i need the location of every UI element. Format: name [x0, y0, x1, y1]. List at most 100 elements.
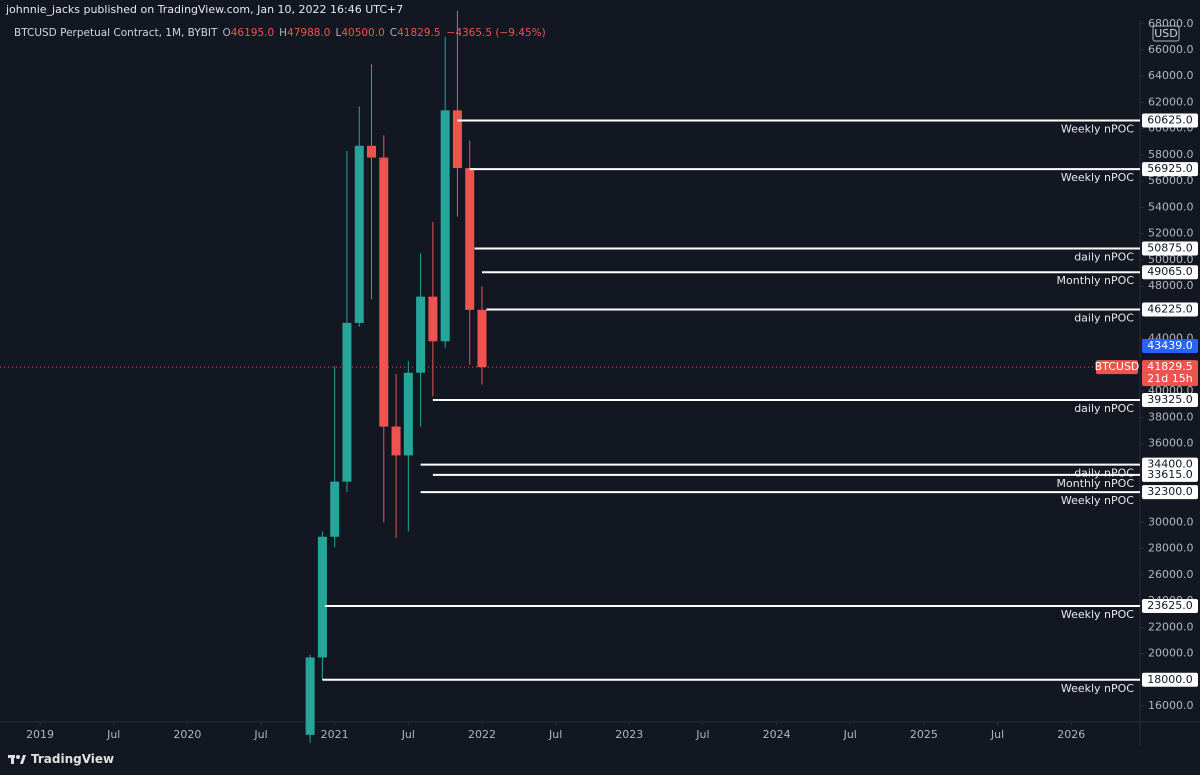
level-text: daily nPOC	[1074, 402, 1134, 415]
x-tick-label: Jul	[253, 728, 267, 741]
candle-body	[342, 322, 352, 482]
candle-body	[403, 372, 413, 456]
candle-body	[354, 145, 364, 323]
level-box	[1142, 113, 1198, 128]
level-text: daily nPOC	[1074, 467, 1134, 480]
x-tick-label: Jul	[990, 728, 1004, 741]
level-label: 56925.0	[1147, 162, 1193, 175]
level-label: 39325.0	[1147, 393, 1193, 406]
x-tick-label: Jul	[548, 728, 562, 741]
x-tick-label: Jul	[695, 728, 709, 741]
y-tick-label: 66000.0	[1148, 43, 1194, 56]
ohlc-value: 40500.0	[341, 27, 385, 39]
y-unit: USD	[1154, 27, 1178, 40]
x-tick-label: 2019	[26, 728, 54, 741]
level-box	[1142, 241, 1198, 256]
candle-body	[452, 110, 462, 169]
ohlc-key: L	[335, 27, 342, 39]
candle-body	[330, 481, 340, 537]
level-box	[1142, 302, 1198, 317]
level-box	[1142, 598, 1198, 613]
level-text: Weekly nPOC	[1061, 123, 1134, 136]
publisher: johnnie_jacks published on TradingView.c…	[6, 3, 404, 16]
x-tick-label: 2020	[173, 728, 201, 741]
level-label: 34400.0	[1147, 458, 1193, 471]
level-box	[1142, 392, 1198, 407]
last-price-label: 41829.5	[1147, 360, 1193, 373]
candle-body	[367, 145, 377, 158]
level-text: daily nPOC	[1074, 250, 1134, 263]
x-tick-label: 2023	[615, 728, 643, 741]
candle-body	[379, 157, 389, 427]
level-box	[1142, 672, 1198, 687]
candle-body	[305, 657, 315, 735]
y-tick-label: 36000.0	[1148, 437, 1194, 450]
ohlc-key: O	[222, 27, 231, 39]
level-text: Weekly nPOC	[1061, 682, 1134, 695]
footer: TradingView	[8, 752, 114, 766]
level-text: Monthly nPOC	[1057, 477, 1135, 490]
marker-label: 43439.0	[1147, 339, 1193, 352]
level-text: daily nPOC	[1074, 311, 1134, 324]
level-label: 49065.0	[1147, 265, 1193, 278]
y-tick-label: 16000.0	[1148, 699, 1194, 712]
level-text: Weekly nPOC	[1061, 608, 1134, 621]
ohlc-value: 47988.0	[287, 27, 331, 39]
level-label: 32300.0	[1147, 485, 1193, 498]
level-label: 50875.0	[1147, 241, 1193, 254]
x-tick-label: Jul	[401, 728, 415, 741]
level-box	[1142, 265, 1198, 280]
candle-body	[465, 168, 475, 310]
y-tick-label: 62000.0	[1148, 95, 1194, 108]
symbol-title: BTCUSD Perpetual Contract, 1M, BYBIT	[14, 27, 218, 39]
plot-area	[0, 20, 1140, 722]
level-text: Monthly nPOC	[1057, 274, 1135, 287]
y-tick-label: 48000.0	[1148, 279, 1194, 292]
candle-body	[416, 296, 426, 373]
brand: TradingView	[31, 752, 115, 766]
level-label: 60625.0	[1147, 114, 1193, 127]
y-tick-label: 58000.0	[1148, 148, 1194, 161]
x-tick-label: 2025	[910, 728, 938, 741]
change: −4365.5 (−9.45%)	[446, 27, 546, 39]
y-tick-label: 54000.0	[1148, 200, 1194, 213]
y-tick-label: 50000.0	[1148, 253, 1194, 266]
footer-bar	[0, 746, 1200, 775]
last-price-box	[1142, 360, 1198, 387]
level-label: 33615.0	[1147, 468, 1193, 481]
candle-body	[477, 309, 487, 368]
symbol-label: BTCUSD	[1095, 360, 1140, 373]
y-tick-label: 26000.0	[1148, 568, 1194, 581]
level-box	[1142, 467, 1198, 482]
candle-body	[428, 296, 438, 342]
ohlc-key: C	[389, 27, 398, 39]
marker-box	[1142, 339, 1198, 354]
candle-body	[317, 536, 327, 658]
level-label: 23625.0	[1147, 599, 1193, 612]
level-label: 18000.0	[1147, 673, 1193, 686]
y-tick-label: 64000.0	[1148, 69, 1194, 82]
countdown: 21d 15h	[1147, 372, 1192, 385]
candle-body	[440, 110, 450, 342]
y-tick-label: 52000.0	[1148, 227, 1194, 240]
level-label: 46225.0	[1147, 302, 1193, 315]
logo	[8, 755, 26, 764]
level-text: Weekly nPOC	[1061, 494, 1134, 507]
unit-box	[1152, 25, 1180, 42]
ohlc-value: 41829.5	[397, 27, 441, 39]
y-tick-label: 20000.0	[1148, 647, 1194, 660]
level-text: Weekly nPOC	[1061, 171, 1134, 184]
x-tick-label: Jul	[843, 728, 857, 741]
x-tick-label: Jul	[106, 728, 120, 741]
x-tick-label: 2021	[321, 728, 349, 741]
x-tick-label: 2022	[468, 728, 496, 741]
x-tick-label: 2026	[1057, 728, 1085, 741]
y-tick-label: 38000.0	[1148, 410, 1194, 423]
y-tick-label: 56000.0	[1148, 174, 1194, 187]
legend: BTCUSD Perpetual Contract, 1M, BYBIT O461…	[14, 27, 546, 39]
candle-body	[391, 426, 401, 456]
x-tick-label: 2024	[763, 728, 791, 741]
ohlc-key: H	[279, 27, 288, 39]
